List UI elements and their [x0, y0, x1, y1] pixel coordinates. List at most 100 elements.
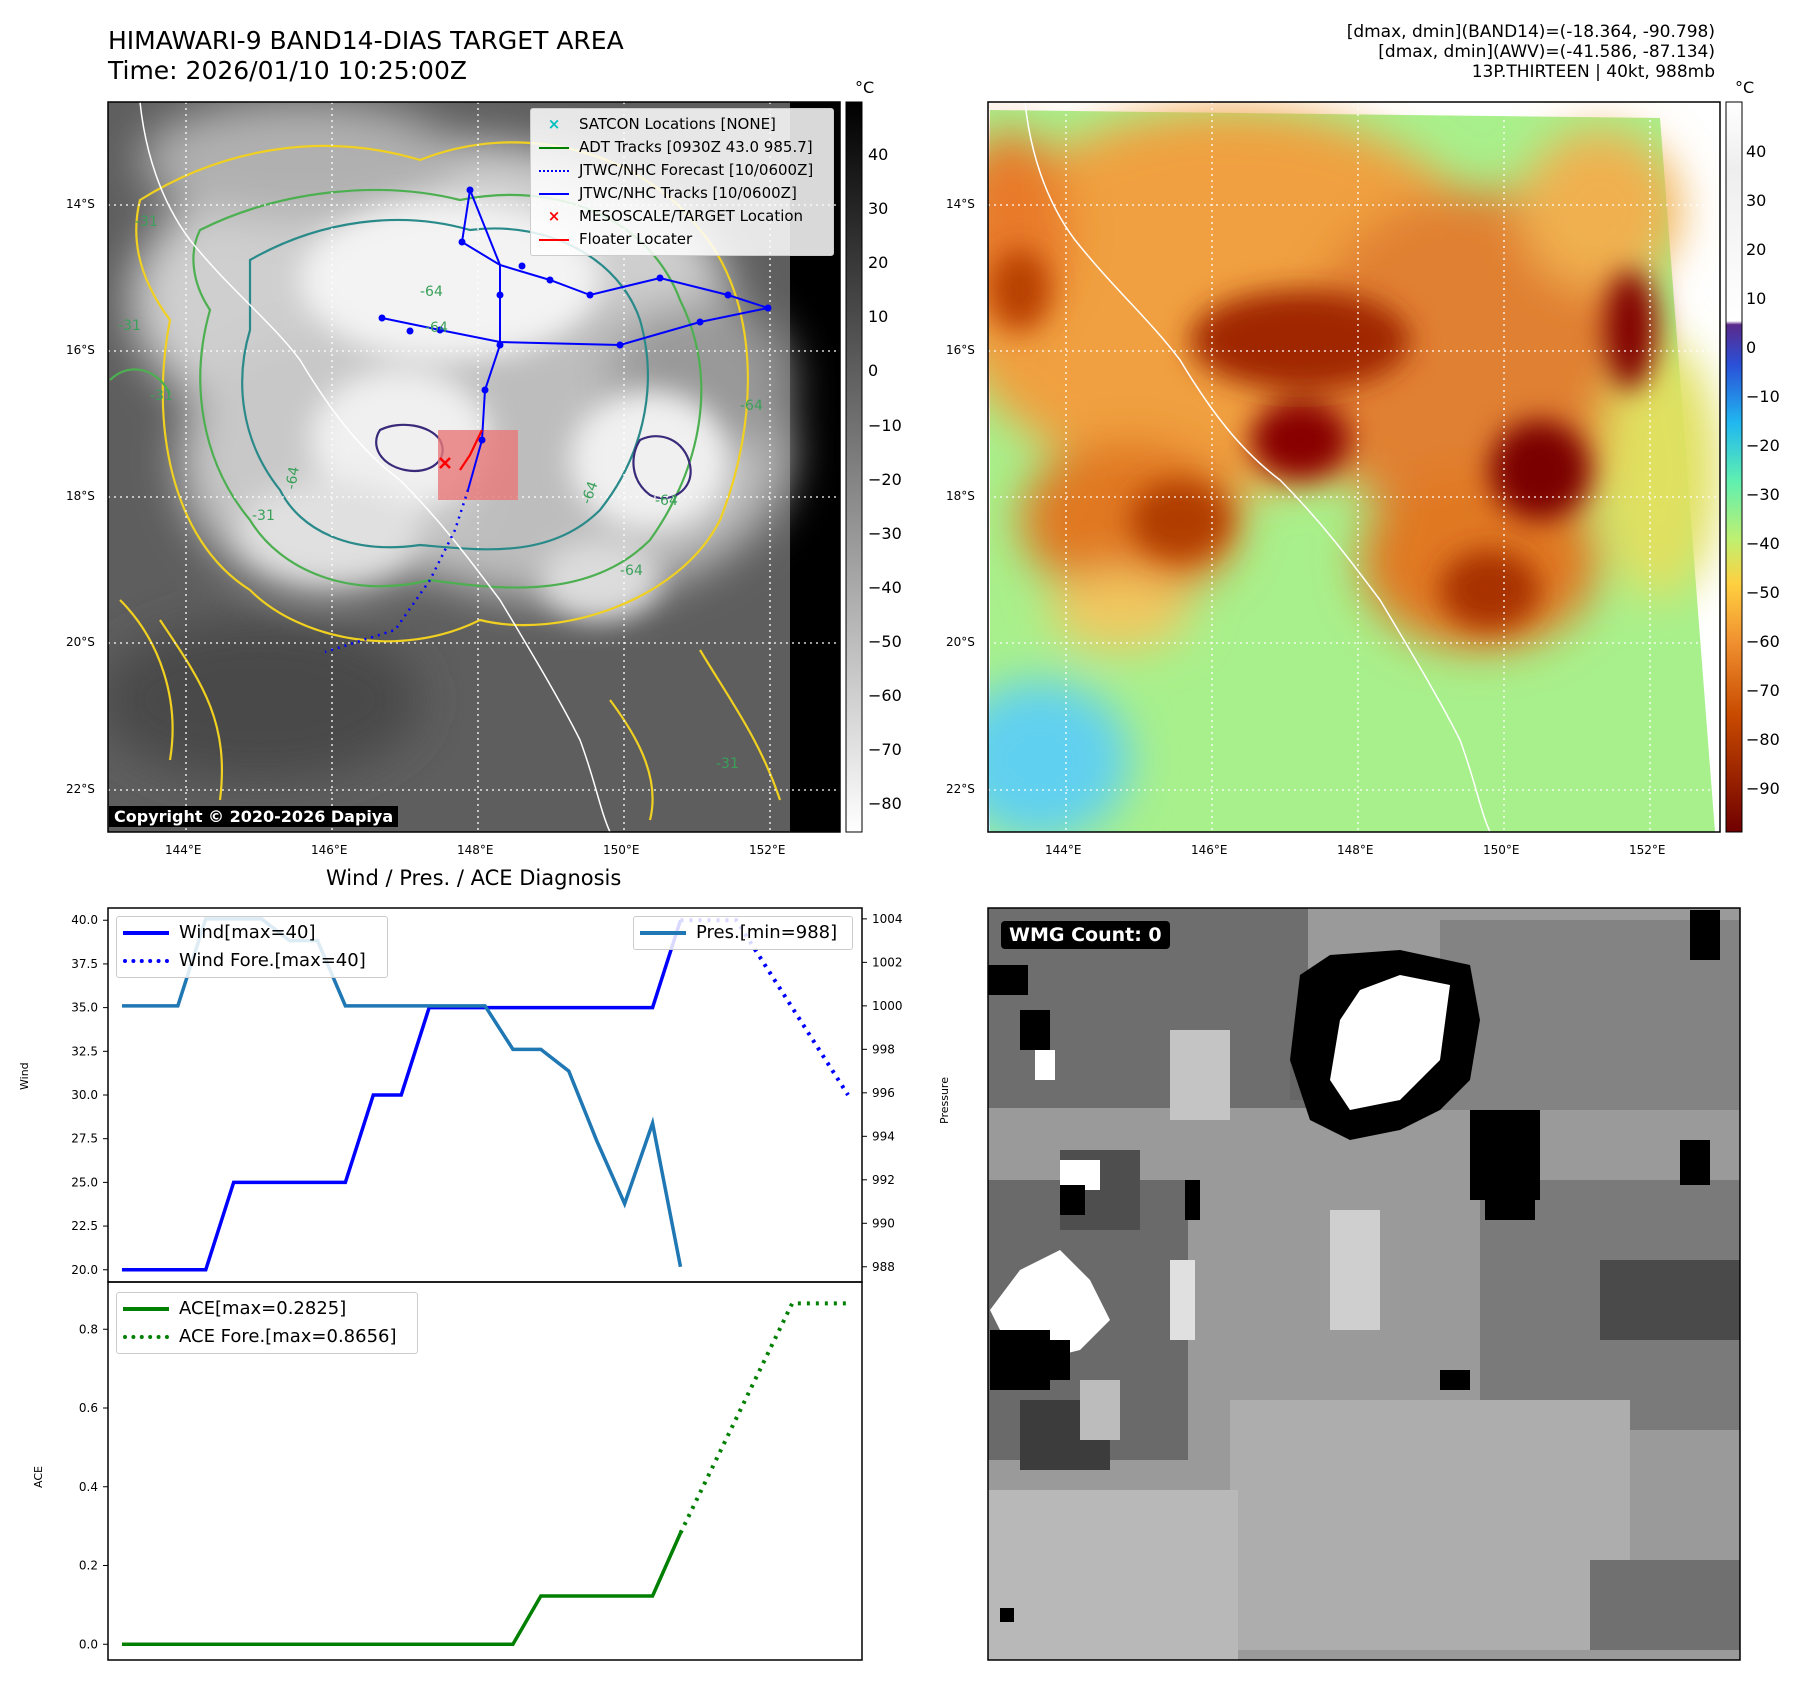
contour-label: -64 [620, 563, 643, 579]
colorbar-tick: −10 [1746, 387, 1780, 406]
figure-title: HIMAWARI-9 BAND14-DIAS TARGET AREA Time:… [108, 26, 624, 86]
colorbar-tick: 30 [1746, 191, 1767, 210]
legend-label: MESOSCALE/TARGET Location [579, 207, 804, 225]
legend-swatch-icon [640, 931, 686, 935]
stats-band14: [dmax, dmin](BAND14)=(-18.364, -90.798) [1346, 22, 1715, 42]
contour-label: -64 [579, 479, 602, 506]
title-line-2: Time: 2026/01/10 10:25:00Z [108, 56, 467, 85]
y-right-tick-label: 1004 [872, 912, 903, 926]
colorbar-tick: 10 [1746, 289, 1767, 308]
colorbar-tick: −30 [1746, 485, 1780, 504]
chart-legend-item: ACE Fore.[max=0.8656] [123, 1323, 411, 1351]
legend-label: ADT Tracks [0930Z 43.0 985.7] [579, 138, 813, 156]
legend-label: ACE Fore.[max=0.8656] [179, 1326, 397, 1347]
lat-label: 18°S [66, 489, 95, 503]
lat-label: 16°S [946, 343, 975, 357]
ace-axis-label: ACE [32, 1466, 45, 1488]
lon-label: 146°E [311, 843, 348, 857]
legend-swatch-icon [537, 182, 571, 205]
legend-label: Wind Fore.[max=40] [179, 950, 366, 971]
map-legend-item: ADT Tracks [0930Z 43.0 985.7] [537, 136, 827, 159]
legend-swatch-icon [123, 1307, 169, 1311]
ace-legend: ACE[max=0.2825] ACE Fore.[max=0.8656] [116, 1292, 418, 1354]
ir-gray-map: -31 -64 -31 -64 -64 -64 -31 -64 -31 -64 … [108, 102, 840, 832]
legend-swatch-icon [537, 159, 571, 182]
lon-label: 146°E [1191, 843, 1228, 857]
lat-label: 14°S [66, 197, 95, 211]
stats-block: [dmax, dmin](BAND14)=(-18.364, -90.798) … [1347, 22, 1715, 82]
legend-label: ACE[max=0.2825] [179, 1298, 347, 1319]
legend-swatch-icon [123, 931, 169, 935]
chart-legend-item: ACE[max=0.2825] [123, 1295, 411, 1323]
ace-axes [107, 1281, 863, 1661]
wind-legend: Wind[max=40] Wind Fore.[max=40] [116, 916, 388, 978]
legend-swatch-icon [123, 1335, 169, 1339]
colorbar-tick: 10 [868, 307, 889, 327]
colorbar-tick: −10 [868, 415, 902, 435]
y-tick-label: 0.8 [79, 1322, 98, 1336]
colorbar-tick: −30 [868, 523, 902, 543]
y-tick-label: 0.0 [79, 1637, 98, 1651]
chart-legend-item: Wind Fore.[max=40] [123, 947, 381, 975]
legend-swatch-icon [537, 136, 571, 159]
y-tick-label: 0.6 [79, 1401, 98, 1415]
wind-axis-label: Wind [18, 1062, 31, 1090]
map-legend-item: × SATCON Locations [NONE] [537, 113, 827, 136]
y-right-tick-label: 1002 [872, 955, 903, 969]
legend-label: SATCON Locations [NONE] [579, 115, 776, 133]
colorbar-tick: 0 [1746, 338, 1757, 357]
floater-locater [459, 429, 483, 471]
y-right-tick-label: 1000 [872, 999, 903, 1013]
colorbar-tick: −60 [1746, 632, 1780, 651]
pressure-axis-label: Pressure [938, 1077, 951, 1124]
colorbar-tick: 40 [1746, 142, 1767, 161]
colorbar-tick: −60 [868, 686, 902, 705]
legend-label: JTWC/NHC Tracks [10/0600Z] [579, 184, 797, 202]
map-legend-item: JTWC/NHC Tracks [10/0600Z] [537, 182, 827, 205]
colorbar-tick: −50 [1746, 583, 1780, 602]
colorbar-tick: −20 [1746, 436, 1780, 455]
map-legend-item: Floater Locater [537, 228, 827, 251]
y-right-tick-label: 994 [872, 1129, 895, 1143]
lon-label: 144°E [165, 843, 202, 857]
ace-series-line-0 [121, 1532, 683, 1646]
y-right-tick-label: 988 [872, 1260, 895, 1274]
lon-label: 150°E [603, 843, 640, 857]
colorbar-tick: −20 [868, 469, 902, 489]
lon-label: 148°E [1337, 843, 1374, 857]
contour-label: -31 [135, 214, 158, 230]
lon-label: 150°E [1483, 843, 1520, 857]
lon-label: 144°E [1045, 843, 1082, 857]
y-right-tick-label: 996 [872, 1086, 895, 1100]
y-tick-label: 32.5 [71, 1044, 98, 1058]
lat-label: 20°S [946, 635, 975, 649]
target-box [438, 430, 518, 500]
colorbar-tick: 30 [868, 199, 889, 219]
y-tick-label: 37.5 [71, 957, 98, 971]
y-tick-label: 27.5 [71, 1132, 98, 1146]
contour-label: -64 [655, 493, 678, 509]
y-tick-label: 40.0 [71, 913, 98, 927]
chart-title: Wind / Pres. / ACE Diagnosis [326, 866, 622, 890]
legend-label: JTWC/NHC Forecast [10/0600Z] [579, 161, 814, 179]
legend-label: Wind[max=40] [179, 922, 316, 943]
legend-swatch-icon: × [547, 115, 561, 133]
y-tick-label: 35.0 [71, 1001, 98, 1015]
contour-label: -31 [252, 508, 275, 524]
ace-series-line-1 [678, 1301, 849, 1534]
series-line-0 [121, 919, 683, 1272]
colorbar-tick: −40 [1746, 534, 1780, 553]
contour-label: -64 [420, 284, 443, 300]
y-tick-label: 20.0 [71, 1263, 98, 1277]
wmg-map [988, 908, 1740, 1660]
colorbar-tick: −80 [1746, 730, 1780, 749]
contour-label: -64 [740, 398, 763, 414]
y-right-tick-label: 998 [872, 1042, 895, 1056]
lat-label: 22°S [946, 782, 975, 796]
lon-label: 152°E [749, 843, 786, 857]
chart-legend-item: Pres.[min=988] [640, 919, 846, 947]
color-colorbar-unit: °C [1735, 78, 1755, 97]
legend-swatch-icon: × [547, 207, 561, 225]
lon-label: 148°E [457, 843, 494, 857]
